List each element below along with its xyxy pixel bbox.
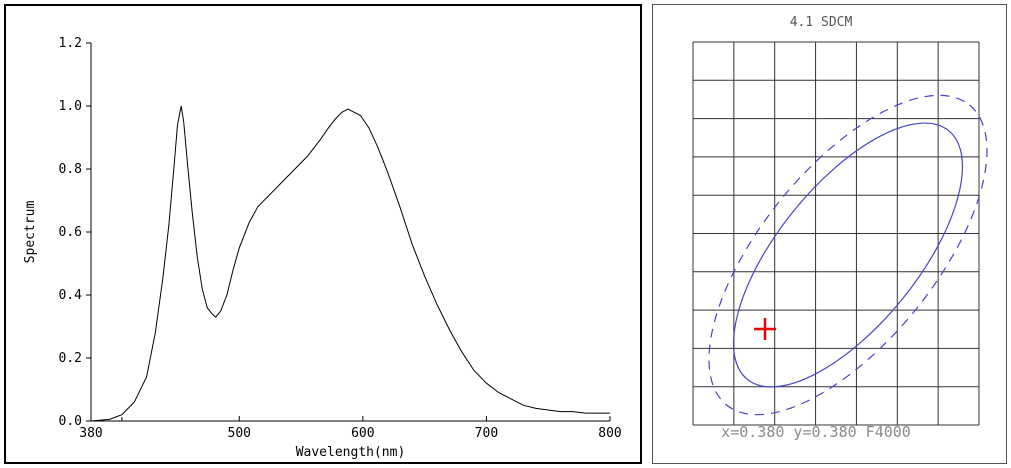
y-tick-label: 0.6	[59, 225, 82, 240]
x-tick-label: 700	[475, 426, 498, 441]
spectrum-axes	[90, 43, 610, 422]
sdcm-chart-panel: 4.1 SDCM x=0.380 y=0.380 F4000	[652, 4, 1007, 464]
y-tick-label: 1.2	[59, 36, 82, 51]
y-tick-label: 0.4	[59, 288, 83, 303]
sdcm-outer-ellipse-dashed	[708, 94, 988, 416]
sdcm-title: 4.1 SDCM	[790, 15, 853, 30]
y-tick-label: 0.8	[59, 162, 82, 177]
spectrum-chart: 0.0 0.2 0.4 0.6 0.8 1.0 1.2 380 500 600 700 800 Wav…	[23, 36, 622, 460]
y-axis-title: Spectrum	[23, 201, 38, 264]
sdcm-inner-ellipse	[732, 122, 964, 388]
sdcm-grid	[692, 41, 980, 426]
chromaticity-point-marker	[754, 318, 776, 340]
sdcm-ellipse-chart: 4.1 SDCM x=0.380 y=0.380 F4000	[692, 15, 988, 441]
spectrum-ticks: 0.0 0.2 0.4 0.6 0.8 1.0 1.2 380 500 600 700 800	[59, 36, 622, 441]
y-tick-label: 1.0	[59, 99, 82, 114]
x-tick-label: 380	[79, 426, 102, 441]
x-tick-label: 600	[351, 426, 374, 441]
x-tick-label: 500	[228, 426, 251, 441]
x-tick-label: 800	[598, 426, 621, 441]
spectrum-series-line	[90, 105, 610, 422]
y-tick-label: 0.2	[59, 351, 82, 366]
sdcm-coordinates-readout: x=0.380 y=0.380 F4000	[721, 423, 911, 441]
x-axis-title: Wavelength(nm)	[296, 445, 406, 460]
spectrum-chart-panel: 0.0 0.2 0.4 0.6 0.8 1.0 1.2 380 500 600 700 800 Wav…	[4, 4, 642, 464]
y-tick-label: 0.0	[59, 414, 82, 429]
